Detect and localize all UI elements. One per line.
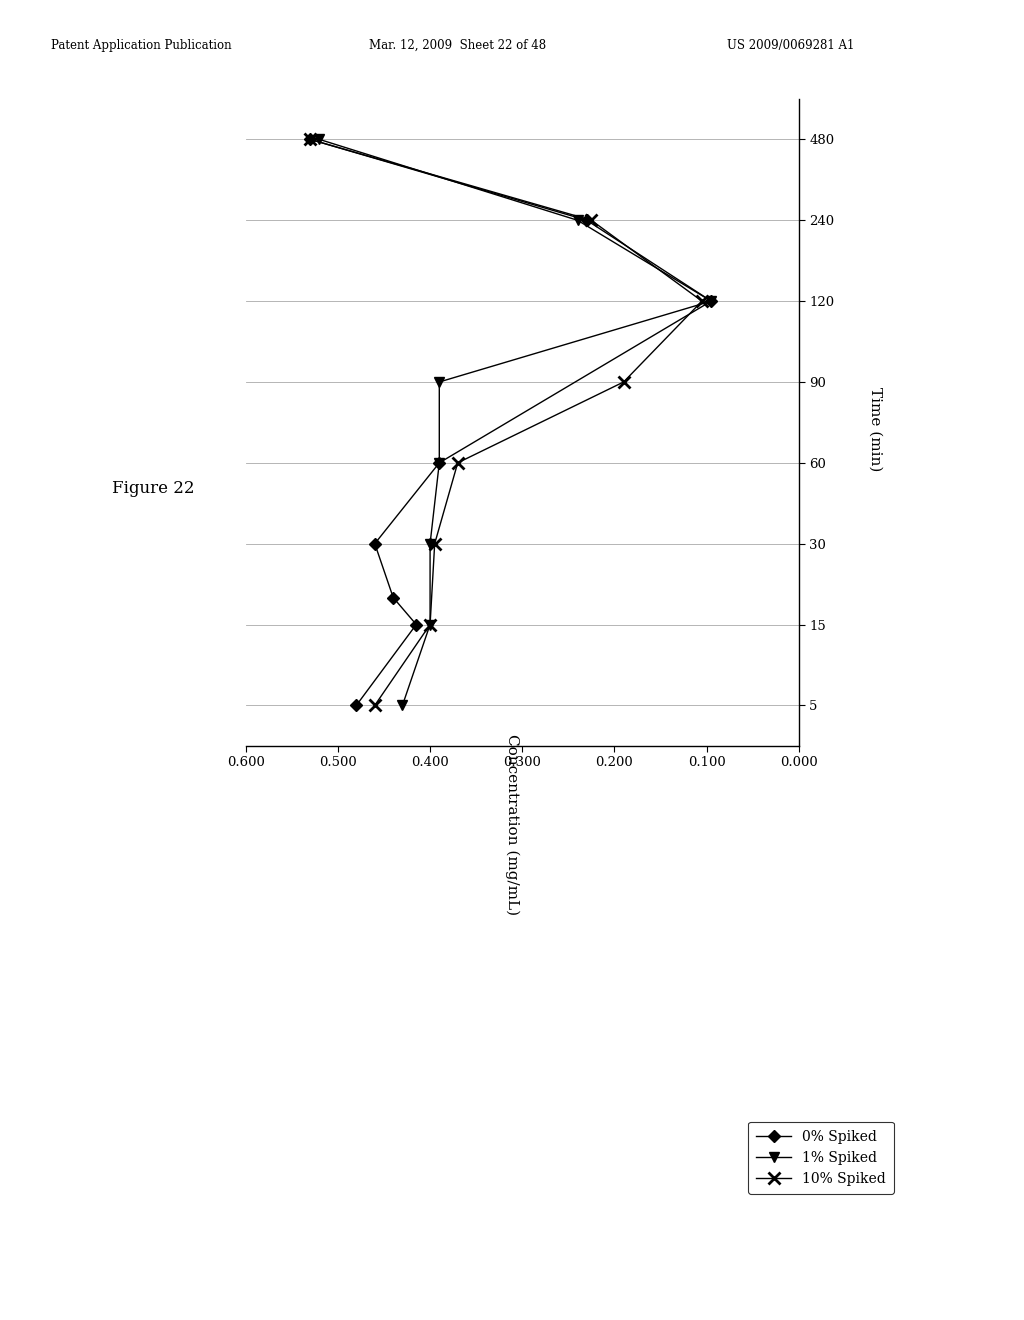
Text: Patent Application Publication: Patent Application Publication [51, 38, 231, 51]
Text: Mar. 12, 2009  Sheet 22 of 48: Mar. 12, 2009 Sheet 22 of 48 [369, 38, 546, 51]
Legend: 0% Spiked, 1% Spiked, 10% Spiked: 0% Spiked, 1% Spiked, 10% Spiked [748, 1122, 894, 1195]
Text: US 2009/0069281 A1: US 2009/0069281 A1 [727, 38, 854, 51]
Text: Concentration (mg/mL): Concentration (mg/mL) [505, 734, 519, 916]
Text: Time (min): Time (min) [868, 387, 883, 471]
Text: Figure 22: Figure 22 [113, 480, 195, 496]
